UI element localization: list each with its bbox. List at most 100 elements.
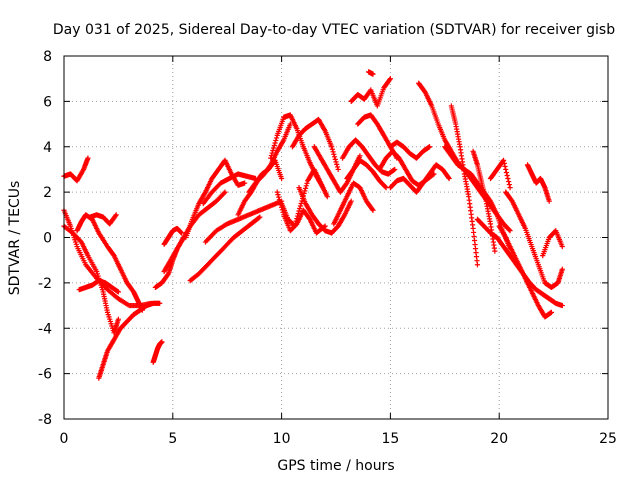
data-point — [287, 121, 293, 127]
series-track-37 — [487, 157, 513, 191]
data-point — [295, 210, 301, 217]
series-track-18 — [268, 112, 326, 191]
tick-labels: 0 5 10 15 20 25 -8 -6 -4 -2 0 2 4 6 8 — [38, 49, 617, 447]
series-track-42 — [540, 228, 565, 259]
data-point — [273, 137, 279, 144]
data-point — [431, 171, 437, 177]
data-point — [276, 194, 282, 200]
y-tick-label: -2 — [38, 276, 52, 292]
data-point — [333, 159, 339, 165]
data-point — [559, 243, 565, 250]
y-axis-label: SDTVAR / TECUs — [7, 181, 23, 296]
data-point — [334, 161, 340, 167]
data-point — [387, 77, 393, 83]
data-point — [507, 228, 513, 234]
data-point — [304, 180, 310, 186]
data-point — [303, 183, 309, 189]
series-track-21 — [289, 116, 341, 173]
data-point — [221, 190, 227, 196]
data-point — [293, 218, 299, 224]
y-tick-label: 0 — [43, 231, 52, 247]
data-point — [502, 163, 508, 170]
data-point — [271, 142, 277, 149]
series-track-06 — [87, 212, 119, 227]
data-point — [335, 166, 341, 173]
data-point — [546, 198, 552, 204]
data-point — [115, 316, 121, 322]
data-point — [292, 221, 298, 227]
data-point — [348, 198, 354, 204]
data-point — [548, 309, 555, 315]
y-tick-label: 2 — [43, 185, 52, 201]
data-point — [330, 149, 336, 155]
data-point — [392, 166, 398, 173]
data-point — [269, 150, 275, 156]
data-point — [85, 155, 91, 161]
data-point — [507, 184, 513, 191]
data-point — [159, 339, 165, 345]
data-point — [334, 164, 341, 170]
data-point — [387, 76, 393, 82]
series-track-32 — [387, 139, 433, 161]
x-tick-label: 20 — [490, 431, 508, 447]
series-track-31 — [387, 162, 452, 195]
data-point — [446, 175, 452, 182]
x-tick-label: 5 — [168, 431, 177, 447]
series-track-40 — [496, 223, 555, 320]
data-point — [242, 180, 248, 186]
series-track-39 — [503, 189, 565, 291]
series-track-26 — [344, 157, 389, 191]
data-points — [61, 69, 565, 381]
data-point — [270, 147, 276, 154]
data-point — [383, 184, 389, 191]
data-point — [275, 192, 281, 198]
data-point — [331, 151, 337, 157]
data-point — [559, 266, 565, 272]
grid — [64, 56, 608, 419]
y-tick-label: 8 — [43, 49, 52, 65]
data-point — [503, 166, 509, 173]
y-tick-label: -8 — [38, 412, 52, 428]
series-track-17 — [246, 157, 285, 195]
series-track-20 — [279, 166, 330, 229]
data-point — [271, 145, 277, 151]
series-track-30 — [376, 148, 437, 188]
series-track-41 — [524, 162, 552, 204]
series-track-14 — [202, 198, 285, 245]
chart-title: Day 031 of 2025, Sidereal Day-to-day VTE… — [53, 22, 615, 38]
data-point — [294, 213, 301, 219]
data-point — [274, 189, 280, 195]
data-point — [559, 302, 565, 309]
data-point — [294, 215, 300, 222]
data-point — [329, 144, 335, 150]
data-point — [297, 205, 303, 212]
data-point — [382, 184, 388, 190]
data-point — [298, 200, 304, 207]
data-point — [273, 135, 280, 141]
series-track-15 — [200, 171, 259, 207]
y-tick-label: 4 — [43, 140, 52, 156]
data-point — [324, 194, 330, 200]
data-point — [256, 215, 262, 221]
data-point — [302, 185, 309, 191]
y-tick-label: -6 — [38, 367, 52, 383]
x-tick-label: 15 — [381, 431, 399, 447]
data-point — [370, 71, 376, 77]
data-point — [297, 203, 304, 209]
data-point — [222, 189, 228, 195]
data-point — [506, 227, 512, 233]
data-point — [157, 300, 163, 306]
series-track-12 — [183, 157, 248, 241]
y-tick-label: -4 — [38, 321, 52, 337]
data-point — [268, 155, 274, 161]
data-point — [279, 175, 285, 182]
series-track-11 — [161, 225, 185, 247]
series-track-27 — [348, 76, 393, 109]
data-point — [445, 174, 452, 181]
x-tick-label: 25 — [599, 431, 617, 447]
data-point — [268, 152, 275, 159]
data-point — [115, 289, 121, 295]
x-tick-label: 10 — [273, 431, 291, 447]
